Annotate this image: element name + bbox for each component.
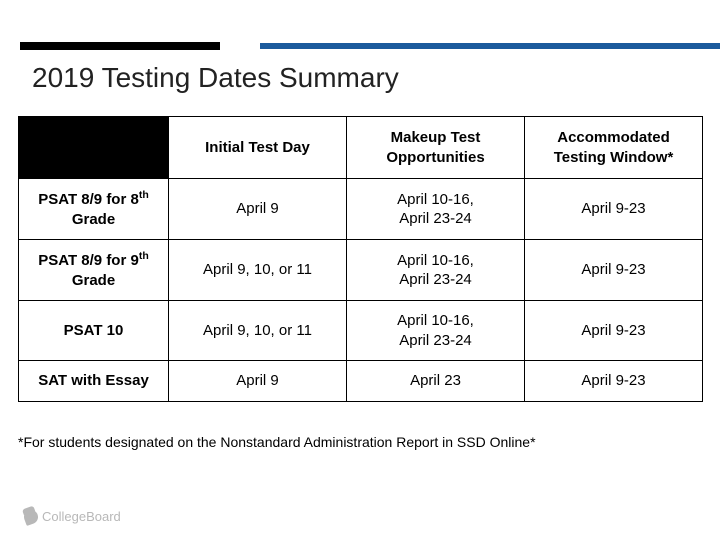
table-row: PSAT 8/9 for 8th GradeApril 9April 10-16… — [19, 179, 703, 240]
header-empty — [19, 117, 169, 179]
row-label: SAT with Essay — [19, 361, 169, 402]
table-cell: April 9, 10, or 11 — [169, 240, 347, 301]
table-cell: April 10-16,April 23-24 — [347, 240, 525, 301]
table-body: PSAT 8/9 for 8th GradeApril 9April 10-16… — [19, 179, 703, 402]
table-cell: April 9-23 — [525, 240, 703, 301]
table-cell: April 10-16,April 23-24 — [347, 301, 525, 361]
collegeboard-logo: CollegeBoard — [24, 509, 121, 524]
table-cell: April 9 — [169, 179, 347, 240]
table-cell: April 9-23 — [525, 301, 703, 361]
header-makeup: Makeup Test Opportunities — [347, 117, 525, 179]
row-label: PSAT 8/9 for 8th Grade — [19, 179, 169, 240]
header-accommodated: Accommodated Testing Window* — [525, 117, 703, 179]
table-cell: April 10-16,April 23-24 — [347, 179, 525, 240]
table-row: PSAT 8/9 for 9th GradeApril 9, 10, or 11… — [19, 240, 703, 301]
header-row: Initial Test Day Makeup Test Opportuniti… — [19, 117, 703, 179]
header-initial: Initial Test Day — [169, 117, 347, 179]
ruler-blue — [260, 43, 720, 49]
table-row: SAT with EssayApril 9April 23April 9-23 — [19, 361, 703, 402]
row-label: PSAT 8/9 for 9th Grade — [19, 240, 169, 301]
page-title: 2019 Testing Dates Summary — [32, 62, 399, 94]
table-cell: April 9 — [169, 361, 347, 402]
row-label: PSAT 10 — [19, 301, 169, 361]
logo-text: CollegeBoard — [42, 509, 121, 524]
table-row: PSAT 10April 9, 10, or 11April 10-16,Apr… — [19, 301, 703, 361]
table-cell: April 9-23 — [525, 179, 703, 240]
slide: 2019 Testing Dates Summary Initial Test … — [0, 0, 720, 540]
table-cell: April 23 — [347, 361, 525, 402]
acorn-icon — [22, 508, 40, 526]
testing-dates-table: Initial Test Day Makeup Test Opportuniti… — [18, 116, 703, 402]
footnote: *For students designated on the Nonstand… — [18, 434, 536, 450]
ruler-dark — [20, 42, 220, 50]
table-cell: April 9, 10, or 11 — [169, 301, 347, 361]
table-cell: April 9-23 — [525, 361, 703, 402]
